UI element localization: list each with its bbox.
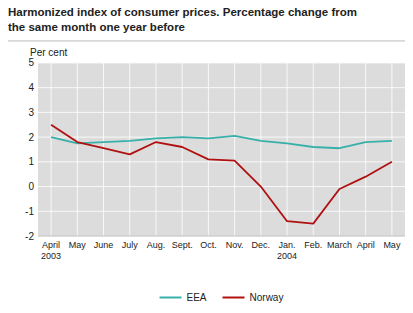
y-tick-label: -2 [25,231,34,242]
series-line [51,136,392,148]
x-grid-line [77,63,78,236]
y-ticks: -2 -1 0 1 2 3 4 5 [25,57,34,241]
x-tick-label: April [357,240,375,250]
legend-item: Norway [223,292,284,303]
legend-label: EEA [187,292,207,303]
x-tick-label: March [327,240,352,250]
x-tick-label: Jan.2004 [277,240,297,261]
y-tick-label: 3 [28,107,34,118]
grid [38,63,405,236]
x-grid-line [365,63,366,236]
x-grid-line [208,63,209,236]
legend-label: Norway [250,292,284,303]
x-grid-line [129,63,130,236]
x-grid-line [287,63,288,236]
x-tick-label: Nov. [226,240,244,250]
x-tick-label: April2003 [41,240,61,261]
x-grid-line [155,63,156,236]
x-grid-line [103,63,104,236]
x-grid-line [339,63,340,236]
x-grid-line [51,63,52,236]
y-tick-label: -1 [25,206,34,217]
series-line [51,125,392,224]
x-axis-line [38,236,405,237]
legend-swatch [160,297,182,299]
y-grid-line [38,236,405,237]
y-grid-line [38,161,405,162]
x-tick-label: May [383,240,401,250]
y-tick-label: 1 [28,156,34,167]
legend-swatch [223,297,245,299]
chart-svg: Harmonized index of consumer prices. Per… [0,0,413,313]
chart-container: Harmonized index of consumer prices. Per… [0,0,413,313]
x-tick-label: Aug. [147,240,166,250]
x-grid-line [391,63,392,236]
legend-item: EEA [160,292,207,303]
series-lines [51,125,392,224]
y-grid-line [38,186,405,187]
y-tick-label: 2 [28,132,34,143]
x-tick-label: June [94,240,114,250]
x-grid-line [234,63,235,236]
y-grid-line [38,112,405,113]
x-ticks: April2003 May June July Aug. Sept. Oct. Nov. Dec… [41,240,401,261]
y-axis-label: Per cent [30,47,67,58]
x-grid-line [260,63,261,236]
y-tick-label: 0 [28,181,34,192]
y-tick-label: 4 [28,82,34,93]
x-tick-label: Sept. [172,240,193,250]
legend: EEA Norway [160,292,284,303]
x-grid-line [313,63,314,236]
y-grid-line [38,211,405,212]
x-grid-line [182,63,183,236]
x-tick-label: May [69,240,87,250]
x-tick-label: Feb. [304,240,322,250]
separator [8,40,405,41]
title: Harmonized index of consumer prices. Per… [8,6,357,33]
x-tick-label: Dec. [252,240,271,250]
y-grid-line [38,62,405,63]
x-tick-label: Oct. [200,240,217,250]
x-tick-label: July [122,240,139,250]
plot-background [38,63,405,236]
y-grid-line [38,87,405,88]
y-tick-label: 5 [28,57,34,68]
